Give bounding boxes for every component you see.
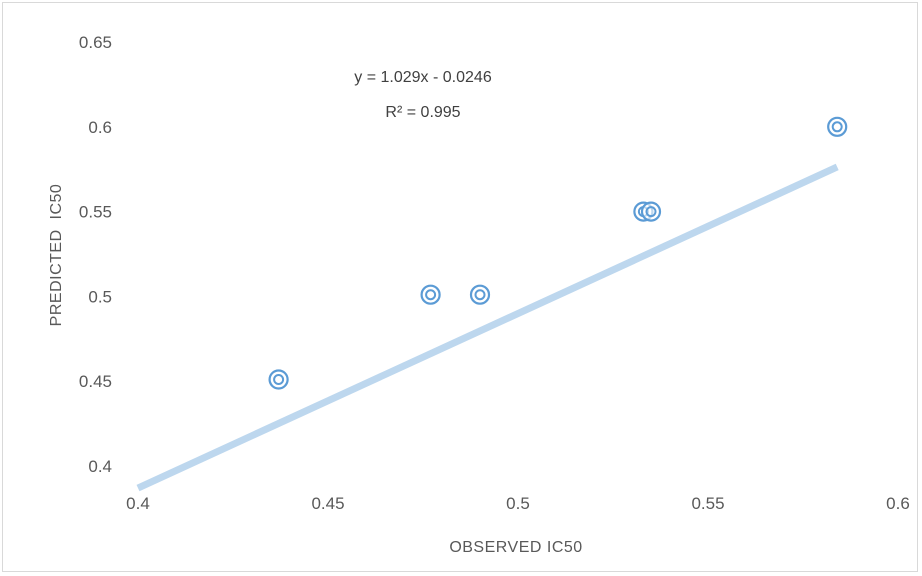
y-tick-label: 0.45: [79, 372, 112, 391]
scatter-point: [827, 116, 848, 137]
scatter-point: [268, 369, 289, 390]
r-squared-label: R² = 0.995: [385, 104, 460, 121]
y-tick-label: 0.55: [79, 203, 112, 222]
data-points: [268, 116, 848, 390]
x-tick-label: 0.5: [506, 494, 530, 513]
y-tick-label: 0.65: [79, 33, 112, 52]
x-tick-label: 0.6: [886, 494, 910, 513]
trendline: [136, 163, 839, 492]
y-tick-label: 0.6: [88, 118, 112, 137]
x-axis-ticks: 0.4 0.45 0.5 0.55 0.6: [126, 494, 910, 513]
y-tick-label: 0.5: [88, 287, 112, 306]
x-tick-label: 0.45: [311, 494, 344, 513]
scatter-point: [469, 284, 491, 305]
x-tick-label: 0.55: [691, 494, 724, 513]
trendline-equation: y = 1.029x - 0.0246: [354, 69, 492, 86]
scatter-point: [420, 284, 441, 305]
y-axis-ticks: 0.4 0.45 0.5 0.55 0.6 0.65: [79, 33, 112, 476]
scatter-point: [640, 201, 662, 222]
y-axis-title: PREDICTED IC50: [48, 184, 65, 327]
y-tick-label: 0.4: [88, 457, 112, 476]
trendline-layer: [136, 163, 839, 492]
x-axis-title: OBSERVED IC50: [449, 539, 582, 556]
x-tick-label: 0.4: [126, 494, 150, 513]
